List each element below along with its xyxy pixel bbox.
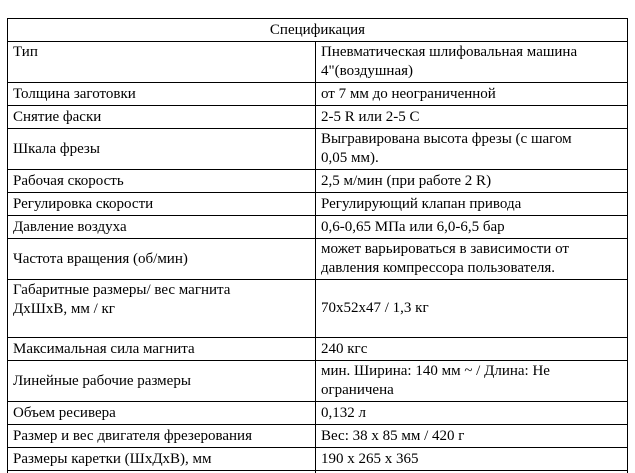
row-value: 190 x 265 x 365: [314, 447, 629, 471]
table-row: Давление воздуха 0,6-0,65 МПа или 6,0-6,…: [7, 215, 629, 239]
table-row: Рабочая скорость 2,5 м/мин (при работе 2…: [7, 169, 629, 193]
row-value: может варьироваться в зависимости от дав…: [314, 238, 629, 280]
table-row: Габаритные размеры/ вес магнита ДхШхВ, м…: [7, 279, 629, 338]
row-value: 2-5 R или 2-5 C: [314, 105, 629, 129]
row-value: 2,5 м/мин (при работе 2 R): [314, 169, 629, 193]
row-value: мин. Ширина: 140 мм ~ / Длина: Не ограни…: [314, 360, 629, 402]
row-value: 0,6-0,65 МПа или 6,0-6,5 бар: [314, 215, 629, 239]
table-row: Объем ресивера 0,132 л: [7, 401, 629, 425]
table-title: Спецификация: [6, 18, 629, 42]
table-row: Толщина заготовки от 7 мм до неограничен…: [7, 82, 629, 106]
row-value: 70x52x47 / 1,3 кг: [314, 279, 629, 338]
row-value: Выгравирована высота фрезы (с шагом 0,05…: [314, 128, 629, 170]
row-label: Линейные рабочие размеры: [7, 360, 316, 402]
row-label: Давление воздуха: [7, 215, 316, 239]
row-label: Толщина заготовки: [7, 82, 316, 106]
table-row: Снятие фаски 2-5 R или 2-5 C: [7, 105, 629, 129]
table-row: Частота вращения (об/мин) может варьиров…: [7, 238, 629, 280]
row-value: Вес: 38 x 85 мм / 420 г: [314, 424, 629, 448]
table-row: Максимальная сила магнита 240 кгс: [7, 337, 629, 361]
table-row: Размер и вес двигателя фрезерования Вес:…: [7, 424, 629, 448]
row-label: Тип: [7, 41, 316, 83]
table-row: Размеры каретки (ШхДхВ), мм 190 x 265 x …: [7, 447, 629, 471]
table-row: Тип Пневматическая шлифовальная машина 4…: [7, 41, 629, 83]
table-header-row: Спецификация: [6, 18, 629, 42]
row-value: от 7 мм до неограниченной: [314, 82, 629, 106]
row-label: Частота вращения (об/мин): [7, 238, 316, 280]
row-value: около 12 кг: [314, 470, 629, 473]
row-value: Регулирующий клапан привода: [314, 192, 629, 216]
row-label: Регулировка скорости: [7, 192, 316, 216]
row-value: Пневматическая шлифовальная машина 4"(во…: [314, 41, 629, 83]
row-label: Максимальная сила магнита: [7, 337, 316, 361]
row-label: Шкала фрезы: [7, 128, 316, 170]
row-label: Размеры каретки (ШхДхВ), мм: [7, 447, 316, 471]
row-value: 0,132 л: [314, 401, 629, 425]
row-label: Габаритные размеры/ вес магнита ДхШхВ, м…: [7, 279, 316, 338]
row-label: Объем ресивера: [7, 401, 316, 425]
table-row: Вес каретки около 12 кг: [7, 470, 629, 473]
table-row: Шкала фрезы Выгравирована высота фрезы (…: [7, 128, 629, 170]
row-label: Снятие фаски: [7, 105, 316, 129]
row-label: Размер и вес двигателя фрезерования: [7, 424, 316, 448]
table-row: Линейные рабочие размеры мин. Ширина: 14…: [7, 360, 629, 402]
table-row: Регулировка скорости Регулирующий клапан…: [7, 192, 629, 216]
row-value: 240 кгс: [314, 337, 629, 361]
row-label: Рабочая скорость: [7, 169, 316, 193]
specification-table: Спецификация Тип Пневматическая шлифовал…: [6, 18, 629, 473]
